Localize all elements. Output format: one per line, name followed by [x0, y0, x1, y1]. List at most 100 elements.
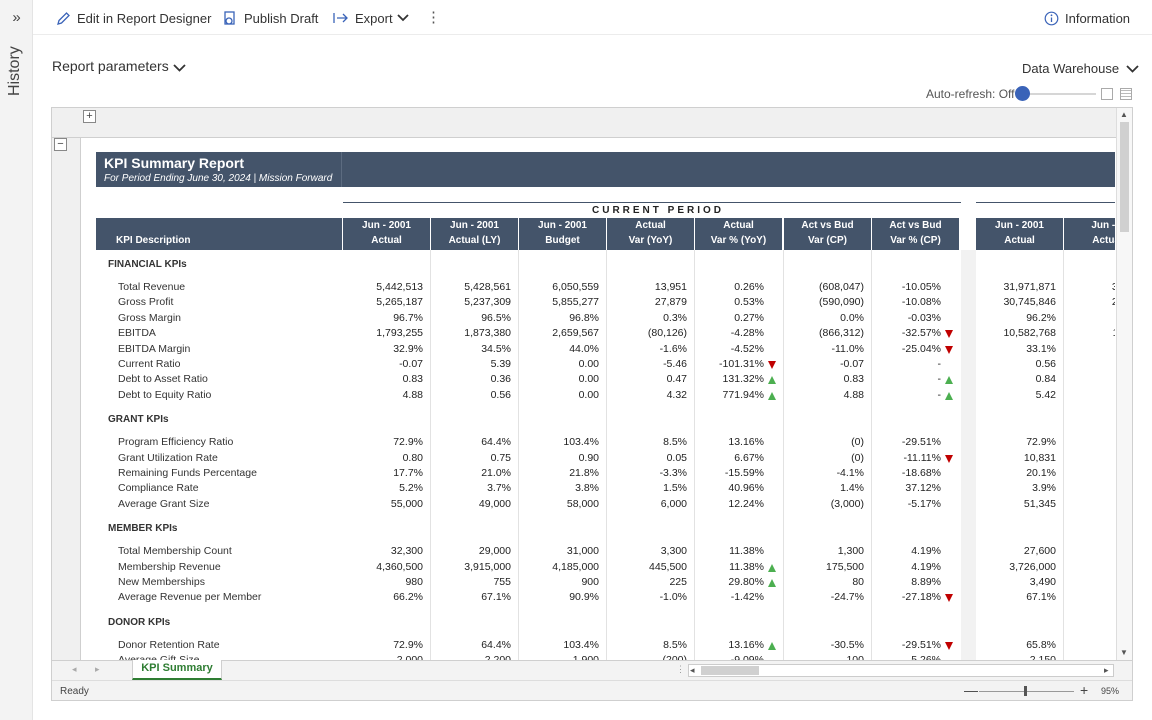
tab-splitter-icon[interactable]: ⋮ — [676, 664, 685, 674]
more-options-icon[interactable]: ⋮ — [426, 9, 441, 26]
trend-down-icon — [945, 641, 953, 650]
kpi-value: -25.04% — [901, 342, 941, 355]
kpi-value: 64.4% — [481, 436, 511, 449]
kpi-value: 5,428,561 — [464, 281, 511, 293]
zoom-slider-thumb[interactable] — [1024, 686, 1027, 696]
table-row: Compliance Rate 5.2% 3.7% 3.8% 1.5% 40.96% 1.4… — [82, 482, 1115, 497]
history-rail: » History — [0, 0, 33, 720]
table-row: Debt to Equity Ratio 4.88 0.56 0.00 4.32 771.… — [82, 389, 1115, 404]
kpi-label: Membership Revenue — [118, 560, 221, 573]
kpi-value: -32.57% — [901, 327, 941, 340]
kpi-value: -1.0% — [659, 591, 687, 604]
kpi-value: 32.9% — [393, 342, 423, 355]
kpi-value: -4.1% — [836, 467, 864, 479]
scroll-up-icon[interactable]: ▲ — [1120, 110, 1128, 119]
zoom-in-button[interactable]: + — [1080, 682, 1089, 698]
table-row: EBITDA 1,793,255 1,873,380 2,659,567 (80,126… — [82, 327, 1115, 342]
kpi-value: 13,951 — [654, 281, 687, 293]
kpi-value: 0.84 — [1035, 373, 1056, 386]
expand-group-icon[interactable]: + — [83, 110, 96, 123]
tab-next-icon[interactable]: ▸ — [95, 664, 100, 674]
kpi-value: 0.56 — [490, 388, 511, 401]
kpi-value: 4.19% — [911, 545, 941, 558]
tab-kpi-summary[interactable]: KPI Summary — [132, 660, 222, 680]
trend-up-icon — [945, 376, 953, 385]
kpi-value: 1,300 — [837, 545, 864, 558]
kpi-value: 175,500 — [826, 560, 864, 573]
table-row: Program Efficiency Ratio 72.9% 64.4% 103.4%… — [82, 436, 1115, 451]
kpi-value: 46 — [1064, 498, 1115, 510]
expand-icon[interactable] — [1101, 88, 1113, 100]
kpi-value: 30,796 — [1064, 281, 1115, 293]
kpi-value: 5,265,187 — [376, 296, 423, 309]
information-button[interactable]: Information — [1044, 8, 1130, 28]
kpi-value: -24.7% — [830, 591, 864, 604]
kpi-value: 1,793,255 — [376, 327, 423, 340]
report-subtitle: For Period Ending June 30, 2024 | Missio… — [104, 173, 333, 184]
export-label: Export — [355, 10, 393, 26]
header-kpi-description: KPI Description — [96, 218, 342, 250]
trend-down-icon — [945, 454, 953, 463]
kpi-value: 755 — [493, 576, 511, 588]
collapse-group-icon[interactable]: − — [54, 138, 67, 151]
column-header-line1: Act vs Bud — [801, 220, 854, 231]
kpi-value: 5,237,309 — [464, 296, 511, 309]
scroll-down-icon[interactable]: ▼ — [1120, 648, 1128, 657]
report-parameters-toggle[interactable]: Report parameters — [52, 58, 186, 74]
kpi-value: -18.68% — [901, 467, 941, 479]
kpi-value: 0.26% — [734, 281, 764, 293]
horizontal-scroll-thumb[interactable] — [701, 666, 759, 675]
zoom-out-button[interactable]: — — [964, 682, 978, 698]
vertical-scrollbar[interactable]: ▲ ▼ — [1116, 108, 1132, 660]
history-label[interactable]: History — [6, 46, 23, 96]
data-source-label: Data Warehouse — [1022, 61, 1120, 76]
column-header: Act vs Bud Var (CP) — [784, 218, 871, 250]
trend-up-icon — [768, 376, 776, 385]
publish-label: Publish Draft — [244, 10, 319, 26]
kpi-value: (0) — [851, 436, 864, 449]
kpi-value: 6 — [1064, 591, 1115, 603]
kpi-value: 31,000 — [566, 545, 599, 558]
vertical-scroll-thumb[interactable] — [1120, 122, 1129, 232]
kpi-value: 103.4% — [563, 638, 599, 651]
column-header-line2: Actual — [1004, 235, 1035, 246]
auto-refresh-slider-thumb[interactable] — [1015, 86, 1030, 101]
kpi-value: 225 — [669, 576, 687, 588]
export-button[interactable]: Export — [333, 8, 415, 28]
tab-prev-icon[interactable]: ◂ — [72, 664, 77, 674]
scroll-right-icon[interactable]: ▸ — [1104, 665, 1109, 675]
trend-up-icon — [768, 563, 776, 572]
kpi-value: 4,185,000 — [552, 560, 599, 573]
data-source-dropdown[interactable]: Data Warehouse — [1022, 61, 1139, 76]
expand-history-button[interactable]: » — [12, 9, 21, 26]
auto-refresh-slider[interactable] — [1022, 93, 1096, 95]
kpi-value: 58,000 — [566, 497, 599, 510]
column-separator — [430, 250, 431, 660]
column-header-line1: Jun - 2001 — [450, 220, 499, 231]
kpi-value: 131.32% — [722, 373, 764, 386]
kpi-value: 0.83 — [843, 373, 864, 386]
column-separator — [1063, 250, 1064, 660]
kpi-value: -9.09% — [695, 654, 764, 660]
column-header: Actual Var % (YoY) — [695, 218, 782, 250]
kpi-value: 11.38% — [729, 545, 764, 558]
column-header-line1: Actual — [723, 220, 754, 231]
kpi-value: 2,000 — [343, 654, 423, 660]
kpi-value: 33.1% — [1026, 342, 1056, 355]
kpi-value: 0.80 — [402, 451, 423, 464]
kpi-value: -0.07 — [399, 358, 423, 370]
table-row: Average Grant Size 55,000 49,000 58,000 6,00… — [82, 498, 1115, 513]
kpi-value: -15.59% — [724, 467, 764, 479]
grid-view-icon[interactable] — [1120, 88, 1132, 100]
kpi-label: Average Gift Size — [118, 654, 200, 660]
edit-in-designer-button[interactable]: Edit in Report Designer — [56, 8, 211, 28]
horizontal-scrollbar[interactable]: ◂ ▸ — [688, 664, 1114, 677]
kpi-value: 1.5% — [663, 482, 687, 495]
publish-draft-button[interactable]: Publish Draft — [222, 8, 318, 28]
kpi-value: 40.96% — [728, 482, 764, 495]
kpi-value: - — [937, 388, 942, 401]
kpi-value: 3.8% — [575, 482, 599, 495]
kpi-value: -27.18% — [901, 591, 941, 604]
kpi-value: -4.28% — [730, 327, 764, 340]
scroll-left-icon[interactable]: ◂ — [690, 665, 695, 675]
